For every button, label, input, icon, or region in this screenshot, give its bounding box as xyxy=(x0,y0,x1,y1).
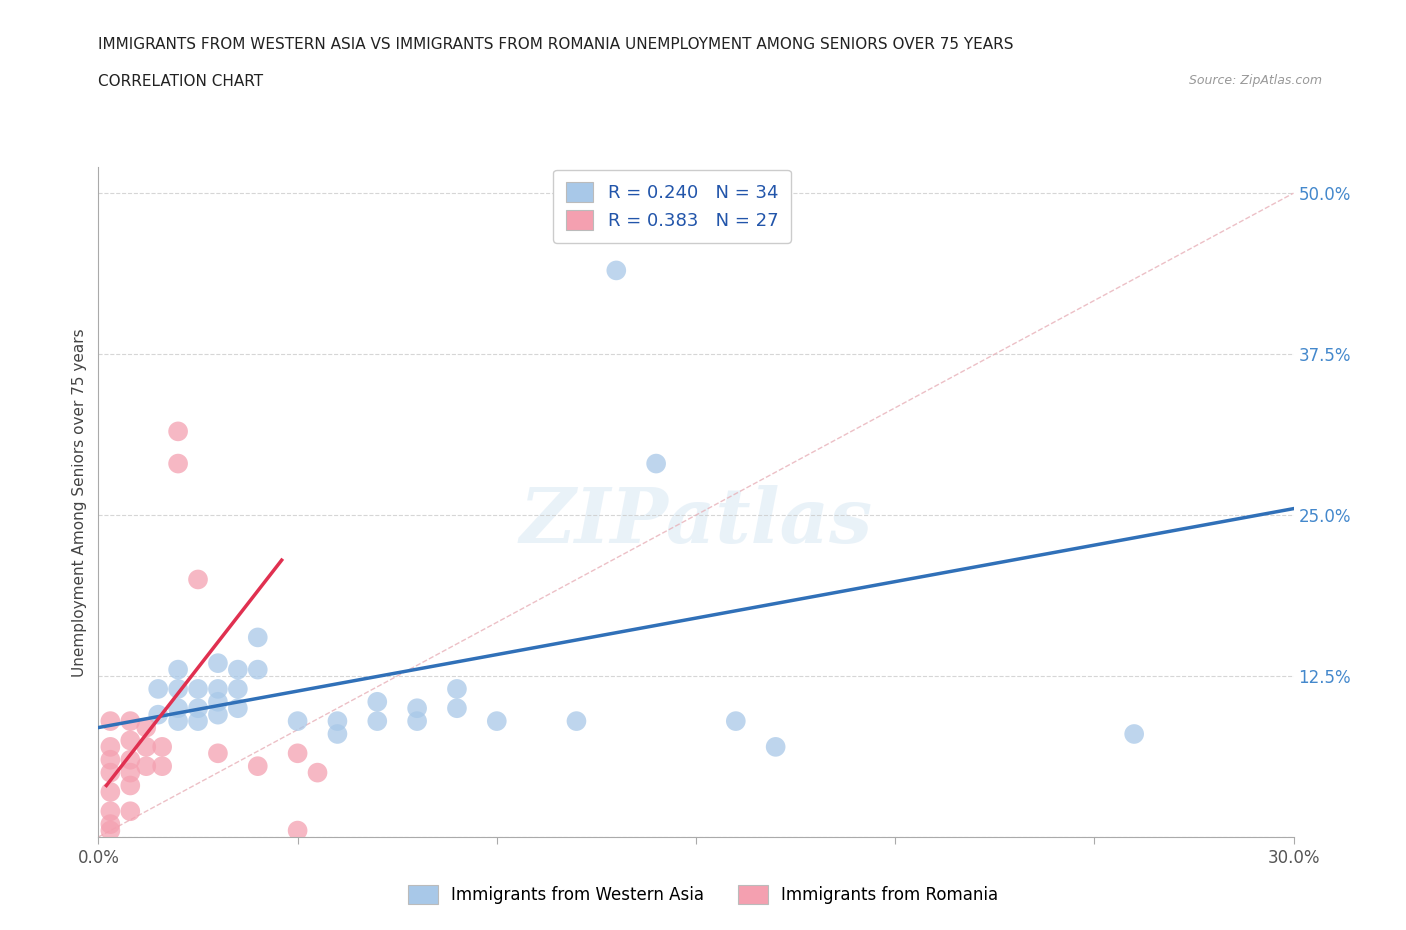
Point xyxy=(98,785,122,800)
Point xyxy=(120,713,142,728)
Point xyxy=(120,765,142,780)
Point xyxy=(207,746,229,761)
Point xyxy=(765,739,787,754)
Point xyxy=(135,739,157,754)
Point xyxy=(187,701,209,716)
Point xyxy=(1123,726,1146,741)
Point xyxy=(446,682,468,697)
Point xyxy=(120,778,142,793)
Point xyxy=(287,746,309,761)
Point xyxy=(167,424,190,439)
Point xyxy=(207,656,229,671)
Legend: R = 0.240   N = 34, R = 0.383   N = 27: R = 0.240 N = 34, R = 0.383 N = 27 xyxy=(554,170,790,243)
Point xyxy=(187,572,209,587)
Point xyxy=(135,720,157,735)
Point xyxy=(366,713,388,728)
Point xyxy=(167,701,190,716)
Point xyxy=(167,456,190,471)
Y-axis label: Unemployment Among Seniors over 75 years: Unemployment Among Seniors over 75 years xyxy=(72,328,87,676)
Point xyxy=(287,823,309,838)
Point xyxy=(565,713,588,728)
Point xyxy=(485,713,508,728)
Point xyxy=(724,713,747,728)
Point xyxy=(406,701,429,716)
Point xyxy=(135,759,157,774)
Point xyxy=(167,662,190,677)
Point xyxy=(150,759,173,774)
Point xyxy=(167,713,190,728)
Point xyxy=(120,733,142,748)
Point xyxy=(98,823,122,838)
Point xyxy=(326,713,349,728)
Point xyxy=(326,726,349,741)
Point xyxy=(226,701,249,716)
Point xyxy=(226,662,249,677)
Point xyxy=(246,759,269,774)
Point xyxy=(98,739,122,754)
Point xyxy=(226,682,249,697)
Text: CORRELATION CHART: CORRELATION CHART xyxy=(98,74,263,89)
Point xyxy=(406,713,429,728)
Point xyxy=(246,630,269,644)
Point xyxy=(148,682,170,697)
Point xyxy=(98,713,122,728)
Point xyxy=(120,752,142,767)
Point xyxy=(167,682,190,697)
Point xyxy=(645,456,668,471)
Point xyxy=(246,662,269,677)
Text: IMMIGRANTS FROM WESTERN ASIA VS IMMIGRANTS FROM ROMANIA UNEMPLOYMENT AMONG SENIO: IMMIGRANTS FROM WESTERN ASIA VS IMMIGRAN… xyxy=(98,37,1014,52)
Point xyxy=(307,765,329,780)
Point xyxy=(150,739,173,754)
Point xyxy=(366,695,388,710)
Point xyxy=(98,765,122,780)
Point xyxy=(287,713,309,728)
Point xyxy=(98,752,122,767)
Point xyxy=(98,804,122,818)
Text: Source: ZipAtlas.com: Source: ZipAtlas.com xyxy=(1188,74,1322,87)
Point xyxy=(187,713,209,728)
Point xyxy=(605,263,627,278)
Point xyxy=(207,682,229,697)
Point xyxy=(207,695,229,710)
Point xyxy=(98,817,122,831)
Point xyxy=(187,682,209,697)
Point xyxy=(446,701,468,716)
Point xyxy=(207,707,229,722)
Point xyxy=(120,804,142,818)
Point xyxy=(148,707,170,722)
Text: ZIPatlas: ZIPatlas xyxy=(519,485,873,559)
Legend: Immigrants from Western Asia, Immigrants from Romania: Immigrants from Western Asia, Immigrants… xyxy=(399,877,1007,912)
